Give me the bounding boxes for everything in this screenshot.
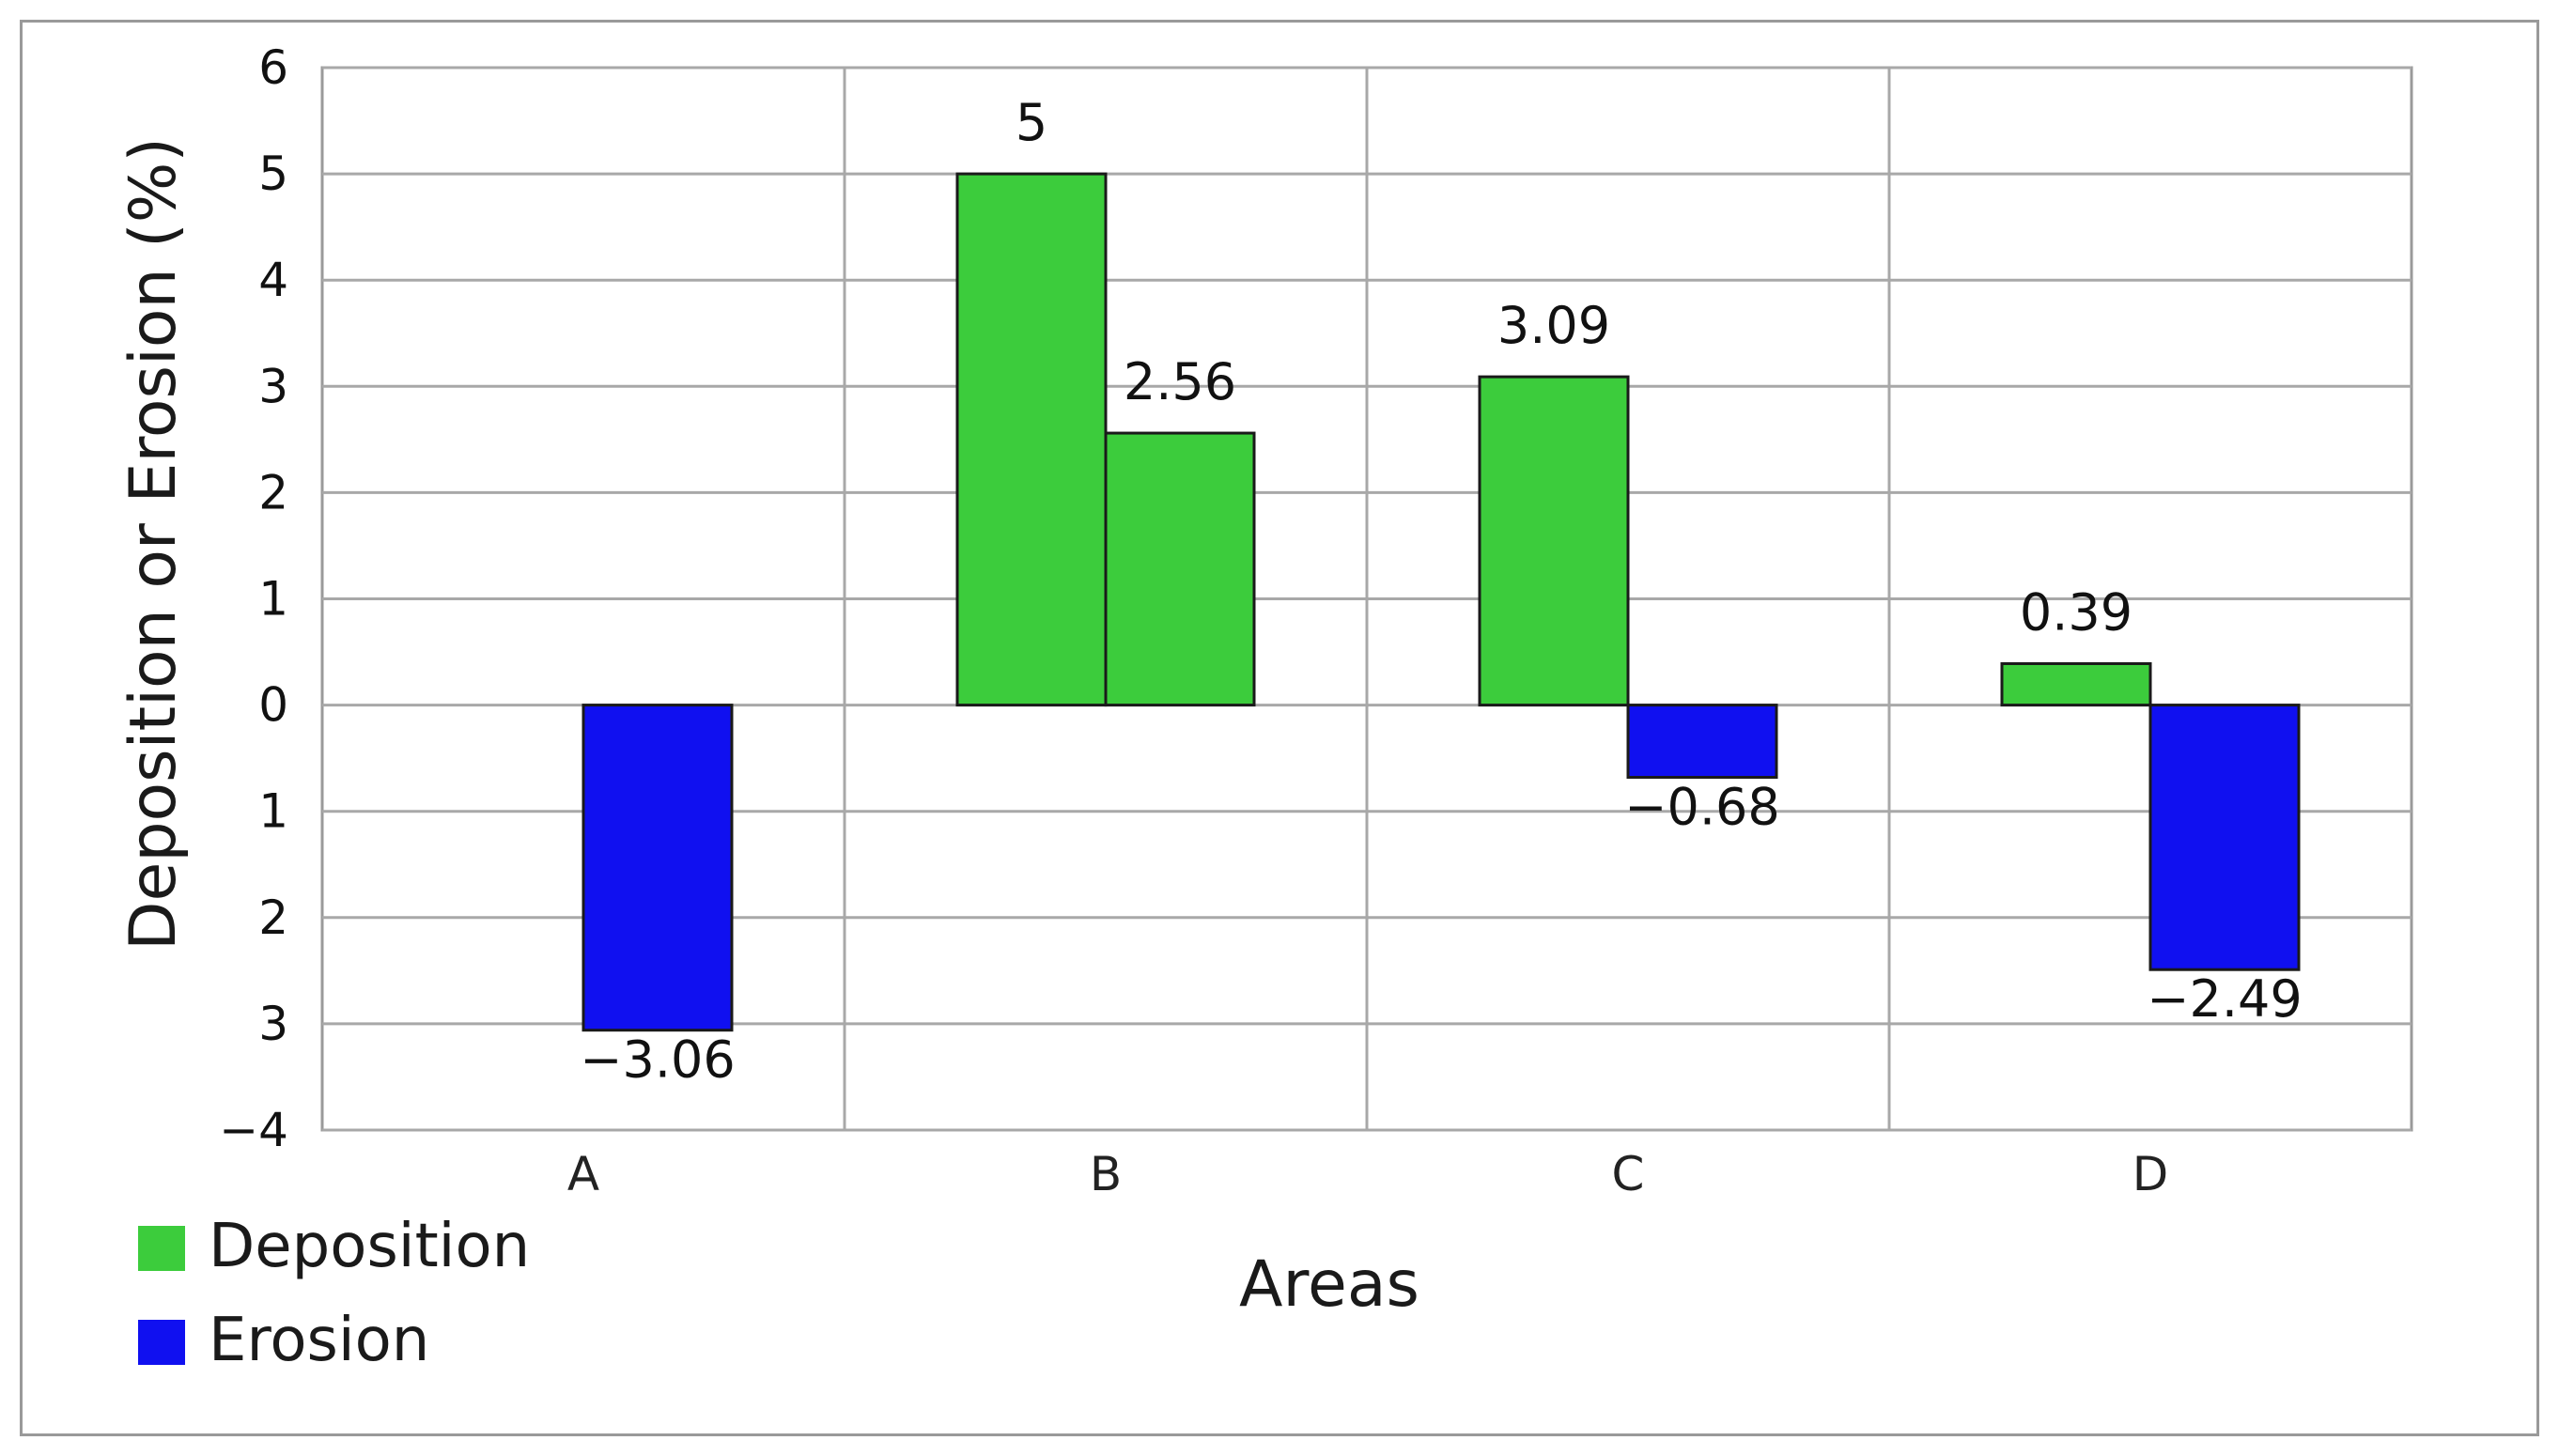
- bars: [582, 172, 2301, 1032]
- x-tick-label: A: [567, 1147, 599, 1201]
- data-label: −2.49: [2147, 969, 2302, 1029]
- y-tick-label: 2: [258, 891, 288, 945]
- x-axis-title: Areas: [1239, 1247, 1419, 1322]
- y-tick-label: 0: [258, 678, 288, 733]
- tick-labels: 6 5 4 3 2 1 0 1 2 3 −4 A B C D: [219, 40, 2168, 1201]
- legend: Deposition Erosion: [138, 1212, 530, 1375]
- y-tick-label: 1: [258, 572, 288, 627]
- bar-c-erosion: [1626, 704, 1778, 780]
- y-tick-label: 4: [258, 253, 288, 307]
- legend-swatch-deposition: [138, 1226, 185, 1271]
- bar-a-erosion: [582, 704, 734, 1032]
- y-tick-label: −4: [219, 1103, 288, 1157]
- bar-chart: −3.06 5 2.56 3.09 −0.68 0.39 −2.49 6 5 4 3 2 1 0 1 2 3 −…: [116, 40, 2413, 1375]
- data-label: −0.68: [1624, 778, 1779, 837]
- y-tick-label: 2: [258, 465, 288, 519]
- data-label: 3.09: [1497, 296, 1610, 355]
- bar-b-erosion: [1104, 431, 1256, 707]
- x-tick-label: D: [2132, 1147, 2169, 1201]
- data-labels: −3.06 5 2.56 3.09 −0.68 0.39 −2.49: [580, 93, 2302, 1090]
- bar-d-erosion: [2148, 704, 2301, 971]
- y-tick-label: 5: [258, 147, 288, 201]
- data-label: 2.56: [1124, 352, 1236, 411]
- data-label: −3.06: [580, 1030, 735, 1090]
- bar-c-deposition: [1478, 375, 1630, 707]
- data-label: 0.39: [2020, 582, 2132, 642]
- legend-swatch-erosion: [138, 1320, 185, 1365]
- legend-label-deposition: Deposition: [209, 1212, 530, 1281]
- y-tick-label: 1: [258, 784, 288, 839]
- y-tick-label: 3: [258, 997, 288, 1051]
- bar-d-deposition: [2000, 661, 2152, 707]
- x-tick-label: C: [1612, 1147, 1645, 1201]
- y-axis-title: Deposition or Erosion (%): [116, 137, 191, 951]
- y-tick-label: 3: [258, 359, 288, 413]
- bar-b-deposition: [955, 172, 1108, 707]
- legend-label-erosion: Erosion: [209, 1306, 429, 1375]
- y-tick-label: 6: [258, 40, 288, 95]
- data-label: 5: [1016, 93, 1047, 152]
- x-tick-label: B: [1090, 1147, 1122, 1201]
- chart-frame: −3.06 5 2.56 3.09 −0.68 0.39 −2.49 6 5 4 3 2 1 0 1 2 3 −…: [20, 20, 2539, 1436]
